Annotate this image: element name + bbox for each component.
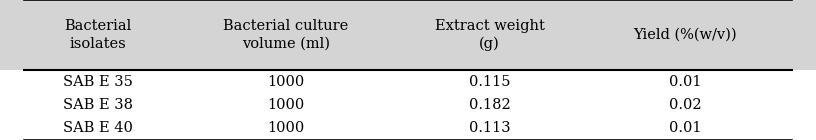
Text: SAB E 40: SAB E 40 — [63, 121, 133, 135]
Bar — [0, 0, 816, 70]
Text: Bacterial
isolates: Bacterial isolates — [64, 19, 131, 51]
Text: 0.02: 0.02 — [669, 98, 702, 112]
Text: 0.01: 0.01 — [669, 121, 702, 135]
Text: Extract weight
(g): Extract weight (g) — [435, 19, 544, 51]
Text: 1000: 1000 — [267, 75, 304, 89]
Text: 0.115: 0.115 — [469, 75, 510, 89]
Text: 0.182: 0.182 — [468, 98, 511, 112]
Text: Bacterial culture
volume (ml): Bacterial culture volume (ml) — [223, 19, 348, 51]
Text: SAB E 38: SAB E 38 — [63, 98, 133, 112]
Text: 1000: 1000 — [267, 121, 304, 135]
Text: 1000: 1000 — [267, 98, 304, 112]
Text: 0.01: 0.01 — [669, 75, 702, 89]
Text: Yield (%(w/v)): Yield (%(w/v)) — [634, 28, 737, 42]
Text: SAB E 35: SAB E 35 — [63, 75, 133, 89]
Text: 0.113: 0.113 — [468, 121, 511, 135]
